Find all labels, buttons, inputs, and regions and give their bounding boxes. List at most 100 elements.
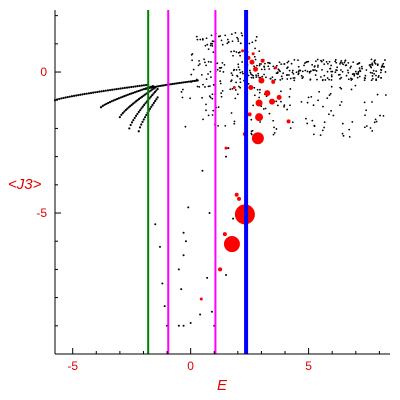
black-point: [286, 61, 289, 64]
black-point: [182, 324, 185, 327]
black-point: [68, 95, 71, 98]
black-point: [335, 61, 338, 64]
black-point: [260, 68, 263, 71]
black-point: [278, 61, 281, 64]
black-point: [221, 61, 224, 64]
black-point: [81, 93, 84, 96]
black-point: [161, 282, 164, 285]
black-point: [119, 87, 122, 90]
black-point: [132, 119, 135, 122]
black-point: [279, 70, 281, 73]
black-point: [381, 64, 384, 67]
black-point: [358, 69, 361, 72]
black-point: [319, 134, 322, 137]
black-point: [325, 61, 328, 63]
black-point: [144, 102, 147, 105]
black-point: [96, 90, 99, 94]
black-point: [121, 95, 124, 98]
black-point: [369, 127, 372, 129]
black-point: [286, 108, 289, 111]
black-point: [189, 97, 192, 100]
black-point: [156, 96, 159, 99]
black-point: [234, 89, 237, 91]
black-point: [373, 61, 376, 64]
black-point: [157, 85, 160, 88]
black-point: [234, 97, 237, 100]
black-point: [303, 64, 305, 67]
black-point: [322, 59, 325, 61]
red-point: [248, 85, 254, 91]
black-point: [288, 95, 291, 98]
black-point: [163, 305, 166, 308]
black-point: [155, 89, 158, 92]
black-point: [376, 93, 379, 96]
black-point: [107, 101, 110, 105]
black-point: [142, 84, 146, 87]
red-point: [253, 66, 259, 72]
black-point: [135, 90, 138, 93]
black-point: [276, 104, 279, 107]
black-point: [173, 82, 176, 85]
black-point: [275, 64, 278, 67]
black-point: [330, 74, 333, 76]
black-point: [202, 118, 204, 121]
black-point: [89, 91, 93, 95]
black-point: [180, 91, 183, 93]
black-point: [292, 72, 295, 75]
black-point: [286, 78, 289, 80]
black-point: [264, 107, 267, 110]
black-point: [221, 90, 224, 92]
black-point: [178, 81, 181, 85]
black-point: [255, 76, 258, 78]
black-point: [190, 73, 193, 76]
black-point: [140, 107, 143, 110]
black-point: [204, 44, 207, 47]
black-point: [85, 92, 88, 95]
black-point: [286, 67, 288, 70]
black-point: [263, 68, 266, 71]
black-point: [309, 78, 312, 81]
black-point: [314, 69, 316, 71]
black-point: [318, 90, 321, 93]
red-point: [224, 146, 228, 150]
black-point: [211, 97, 214, 100]
black-point: [289, 77, 292, 80]
black-point: [316, 66, 319, 68]
black-point: [230, 33, 233, 36]
black-point: [313, 65, 316, 68]
black-point: [198, 63, 201, 65]
black-point: [360, 65, 363, 68]
black-point: [314, 74, 317, 76]
black-point: [136, 112, 139, 116]
black-point: [375, 78, 378, 81]
black-point: [349, 67, 352, 69]
black-point: [151, 93, 154, 97]
black-point: [113, 88, 116, 91]
black-point: [237, 66, 240, 69]
black-point: [279, 79, 282, 81]
black-point: [365, 125, 368, 127]
black-point: [326, 97, 329, 100]
black-point: [129, 104, 132, 108]
black-point: [233, 122, 236, 125]
vertical-lines: [147, 10, 249, 354]
black-point: [207, 85, 210, 88]
black-point: [195, 35, 198, 38]
black-point: [232, 54, 234, 57]
black-point: [256, 88, 259, 91]
black-point: [241, 34, 244, 37]
black-point: [364, 114, 366, 117]
black-point: [369, 71, 372, 74]
black-point: [271, 76, 274, 79]
black-point: [373, 121, 376, 124]
black-point: [252, 74, 255, 77]
black-point: [212, 40, 215, 43]
black-point: [276, 72, 279, 75]
black-point: [265, 76, 267, 79]
black-point: [330, 79, 333, 81]
black-point: [342, 134, 345, 137]
black-point: [382, 66, 385, 68]
black-point: [219, 82, 222, 85]
black-point: [356, 63, 359, 65]
black-point: [257, 74, 260, 77]
